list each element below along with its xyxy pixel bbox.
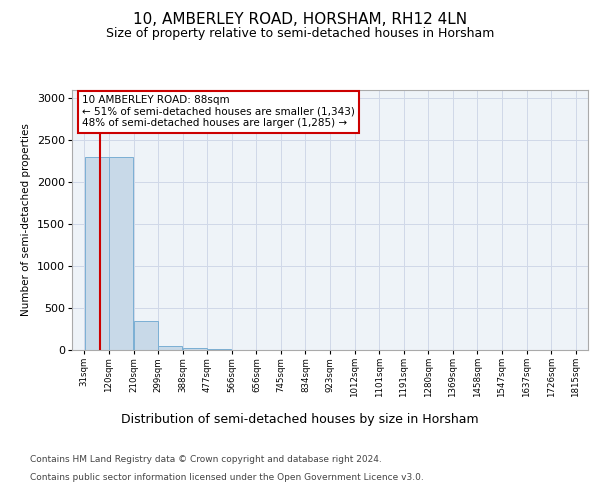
Bar <box>183 348 207 350</box>
Y-axis label: Number of semi-detached properties: Number of semi-detached properties <box>22 124 31 316</box>
Bar <box>109 157 133 350</box>
Text: Size of property relative to semi-detached houses in Horsham: Size of property relative to semi-detach… <box>106 28 494 40</box>
Bar <box>134 322 158 350</box>
Text: Contains HM Land Registry data © Crown copyright and database right 2024.: Contains HM Land Registry data © Crown c… <box>30 455 382 464</box>
Text: Distribution of semi-detached houses by size in Horsham: Distribution of semi-detached houses by … <box>121 412 479 426</box>
Text: 10 AMBERLEY ROAD: 88sqm
← 51% of semi-detached houses are smaller (1,343)
48% of: 10 AMBERLEY ROAD: 88sqm ← 51% of semi-de… <box>82 95 355 128</box>
Text: 10, AMBERLEY ROAD, HORSHAM, RH12 4LN: 10, AMBERLEY ROAD, HORSHAM, RH12 4LN <box>133 12 467 28</box>
Bar <box>208 349 232 350</box>
Text: Contains public sector information licensed under the Open Government Licence v3: Contains public sector information licen… <box>30 472 424 482</box>
Bar <box>85 157 109 350</box>
Bar <box>158 346 182 350</box>
